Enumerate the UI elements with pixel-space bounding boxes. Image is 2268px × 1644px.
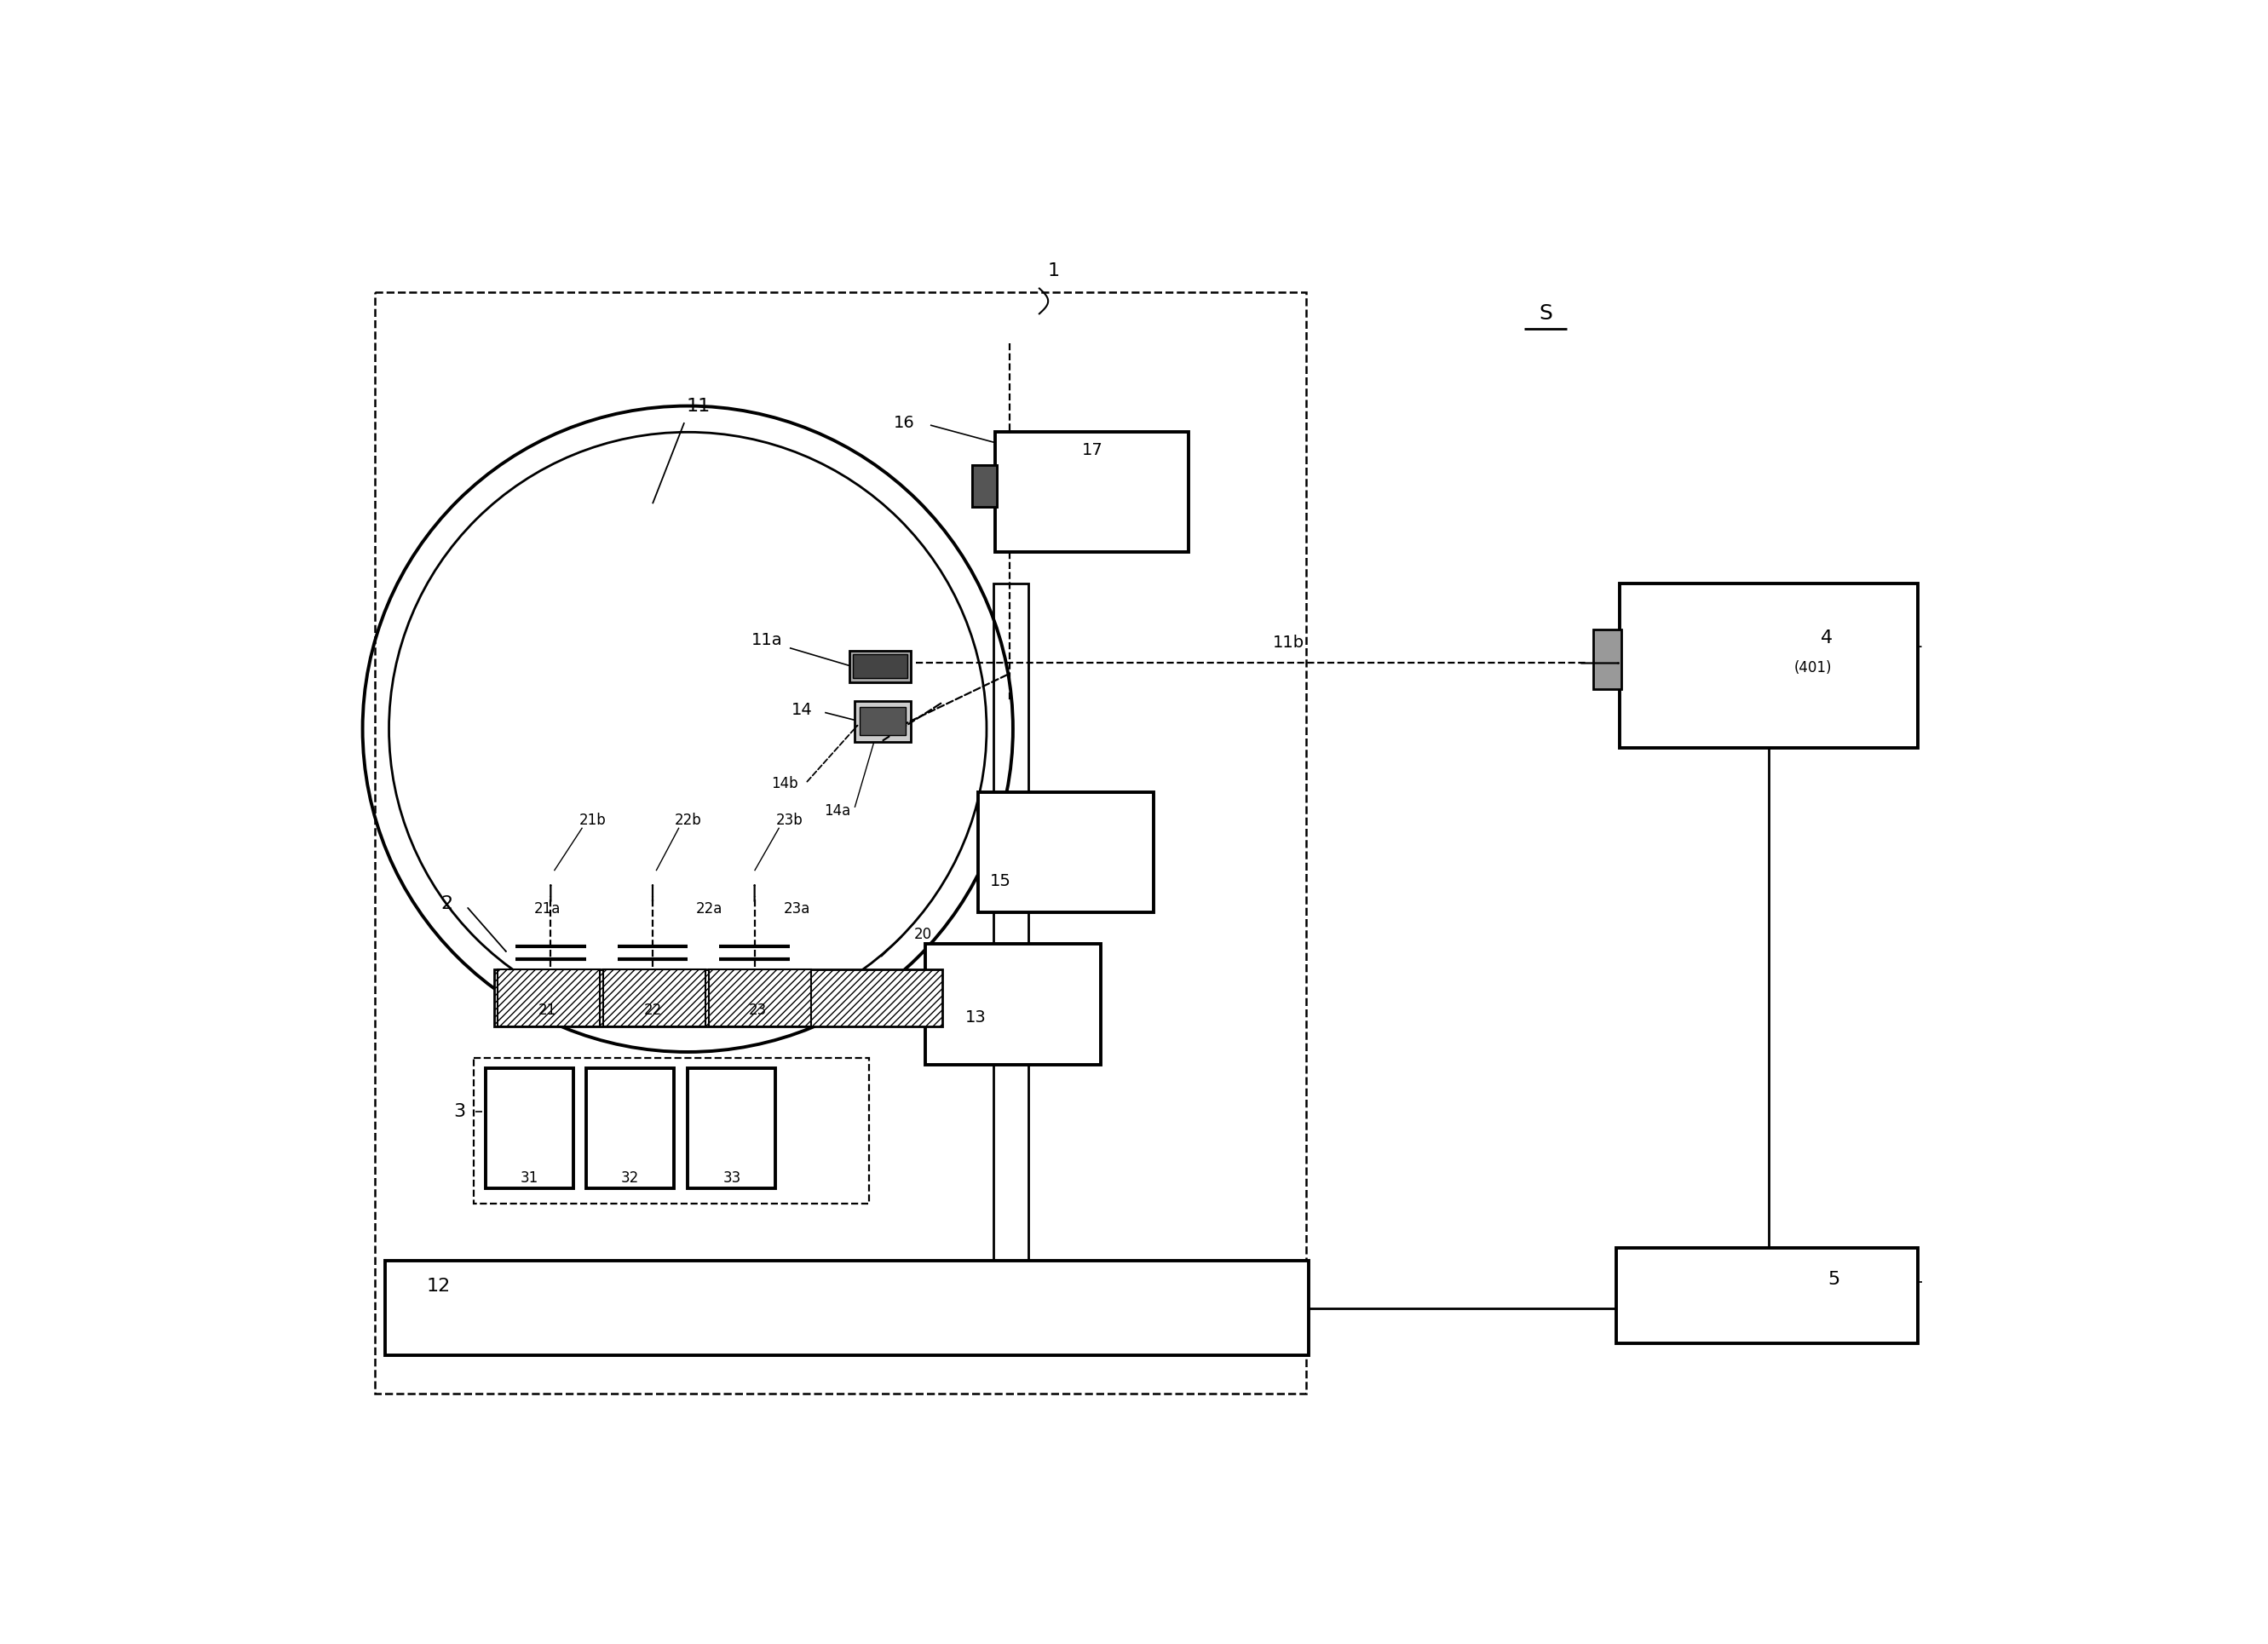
Bar (993, 584, 1030, 1268)
Text: 23: 23 (748, 1003, 767, 1018)
Bar (603, 970, 705, 1026)
Text: 14: 14 (792, 702, 812, 718)
Text: 4: 4 (1821, 630, 1833, 646)
Text: 17: 17 (1082, 442, 1102, 459)
Bar (860, 707, 905, 735)
Bar (710, 970, 812, 1026)
Bar (973, 465, 998, 508)
Text: (401): (401) (1794, 661, 1833, 676)
Text: 31: 31 (522, 1171, 538, 1185)
Text: 5: 5 (1828, 1271, 1839, 1289)
Text: 32: 32 (621, 1171, 640, 1185)
Bar (1592, 630, 1622, 689)
Text: 11a: 11a (751, 633, 782, 648)
Text: 16: 16 (894, 414, 914, 431)
Text: 21b: 21b (578, 812, 606, 829)
Text: 11: 11 (687, 398, 710, 414)
Bar (1619, 584, 1919, 748)
Text: 13: 13 (966, 1009, 987, 1026)
Bar (925, 944, 1100, 1064)
Bar (978, 792, 1154, 912)
Bar (474, 1059, 869, 1203)
Bar (850, 651, 912, 682)
Bar (853, 654, 907, 679)
Text: 21: 21 (538, 1003, 556, 1018)
Bar (494, 970, 943, 1026)
Bar (687, 1069, 776, 1189)
Text: 33: 33 (723, 1171, 742, 1185)
Text: 11b: 11b (1272, 635, 1304, 651)
Text: S: S (1538, 304, 1551, 324)
Text: 15: 15 (991, 873, 1012, 889)
Bar (374, 293, 1306, 1394)
Text: 22: 22 (644, 1003, 662, 1018)
Text: 14a: 14a (823, 804, 850, 819)
Bar (996, 431, 1188, 552)
Bar (973, 465, 998, 508)
Text: 23b: 23b (776, 812, 803, 829)
Bar (855, 700, 912, 741)
Text: 23a: 23a (782, 901, 810, 916)
Text: 21a: 21a (533, 901, 560, 916)
Bar (499, 970, 599, 1026)
Text: 14b: 14b (771, 776, 798, 791)
Text: 1: 1 (1048, 261, 1059, 279)
Text: 3: 3 (454, 1103, 465, 1120)
Text: 22a: 22a (696, 901, 721, 916)
Bar (585, 1069, 674, 1189)
Bar (386, 1261, 1309, 1356)
Bar (1615, 1248, 1919, 1343)
Text: 12: 12 (426, 1277, 451, 1294)
Text: 22b: 22b (674, 812, 701, 829)
Text: 20: 20 (914, 926, 932, 942)
Text: 2: 2 (440, 894, 454, 912)
Bar (485, 1069, 574, 1189)
